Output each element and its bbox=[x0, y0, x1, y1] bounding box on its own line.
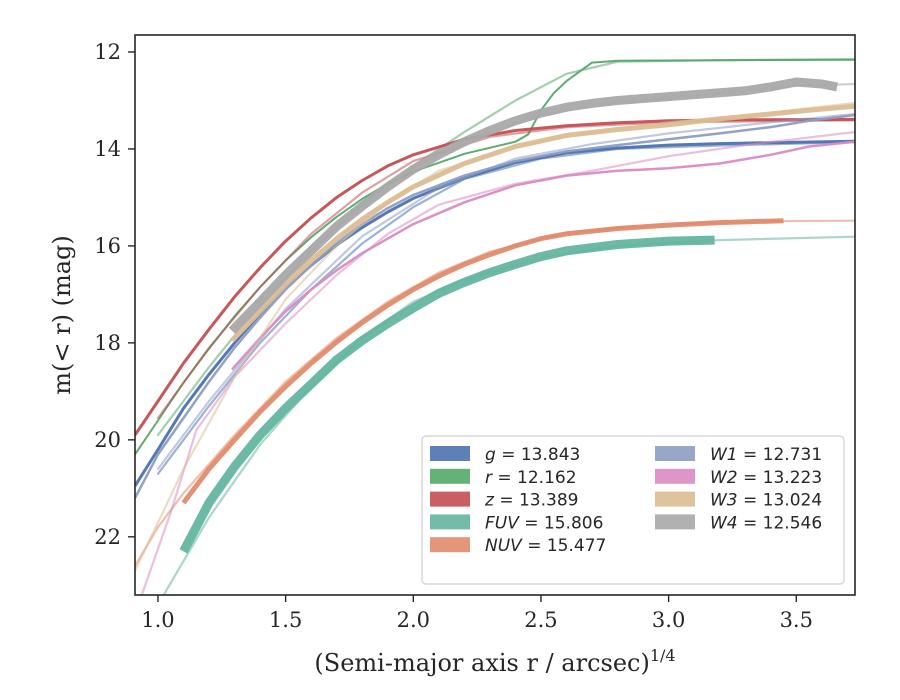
series-nuv-line bbox=[181, 218, 784, 505]
legend-swatch-g bbox=[430, 446, 470, 461]
series-w2-extrapolated-line bbox=[140, 130, 855, 595]
series-w3-line bbox=[230, 103, 855, 343]
legend-label-fuv: FUV = 15.806 bbox=[485, 513, 603, 533]
series-g-line bbox=[135, 139, 855, 487]
legend-label-w4: W4 = 12.546 bbox=[710, 513, 822, 533]
y-tick-label: 18 bbox=[94, 331, 121, 355]
series-w2-line bbox=[231, 140, 855, 371]
legend-swatch-r bbox=[430, 468, 470, 484]
series-z-line bbox=[135, 117, 855, 436]
plot-frame bbox=[134, 34, 856, 596]
x-axis-label: (Semi-major axis r / arcsec)1/4 bbox=[314, 646, 675, 677]
y-tick-label: 22 bbox=[94, 525, 121, 549]
x-tick-label: 1.5 bbox=[269, 608, 302, 632]
x-tick-label: 2.5 bbox=[524, 608, 557, 632]
legend-label-w2: W2 = 13.223 bbox=[710, 468, 822, 488]
legend-label-w1: W1 = 12.731 bbox=[710, 445, 822, 465]
series-z-extrapolated-line bbox=[156, 119, 855, 420]
series-w1-line bbox=[135, 113, 855, 499]
y-tick-label: 14 bbox=[94, 137, 121, 161]
x-axis: 1.0 1.5 2.0 2.5 3.0 3.5 bbox=[141, 595, 813, 632]
y-axis: 12 14 16 18 20 22 bbox=[94, 40, 135, 549]
x-tick-label: 2.0 bbox=[397, 608, 430, 632]
legend-box bbox=[421, 435, 845, 585]
legend-swatch-w4 bbox=[655, 514, 695, 530]
legend-label-g: g = 13.843 bbox=[485, 445, 580, 465]
x-tick-label: 3.0 bbox=[652, 608, 685, 632]
y-tick-label: 16 bbox=[94, 234, 121, 258]
legend-swatch-w3 bbox=[655, 491, 695, 507]
legend-label-nuv: NUV = 15.477 bbox=[485, 536, 606, 556]
series-layer bbox=[135, 58, 855, 595]
x-tick-label: 1.0 bbox=[141, 608, 174, 632]
legend-label-z: z = 13.389 bbox=[484, 491, 578, 511]
x-tick-label: 3.5 bbox=[780, 608, 813, 632]
legend-swatch-z bbox=[430, 491, 470, 507]
y-tick-label: 12 bbox=[94, 40, 121, 64]
legend-swatch-nuv bbox=[430, 537, 470, 553]
series-w4-line bbox=[228, 77, 838, 334]
series-fuv-line bbox=[179, 235, 715, 554]
legend-swatch-fuv bbox=[430, 514, 470, 530]
y-axis-label: m(< r) (mag) bbox=[48, 235, 76, 394]
legend-label-r: r = 12.162 bbox=[485, 468, 577, 488]
legend-swatch-w1 bbox=[655, 446, 695, 461]
legend-label-w3: W3 = 13.024 bbox=[710, 491, 822, 511]
legend-swatch-w2 bbox=[655, 468, 695, 484]
y-tick-label: 20 bbox=[94, 428, 121, 452]
